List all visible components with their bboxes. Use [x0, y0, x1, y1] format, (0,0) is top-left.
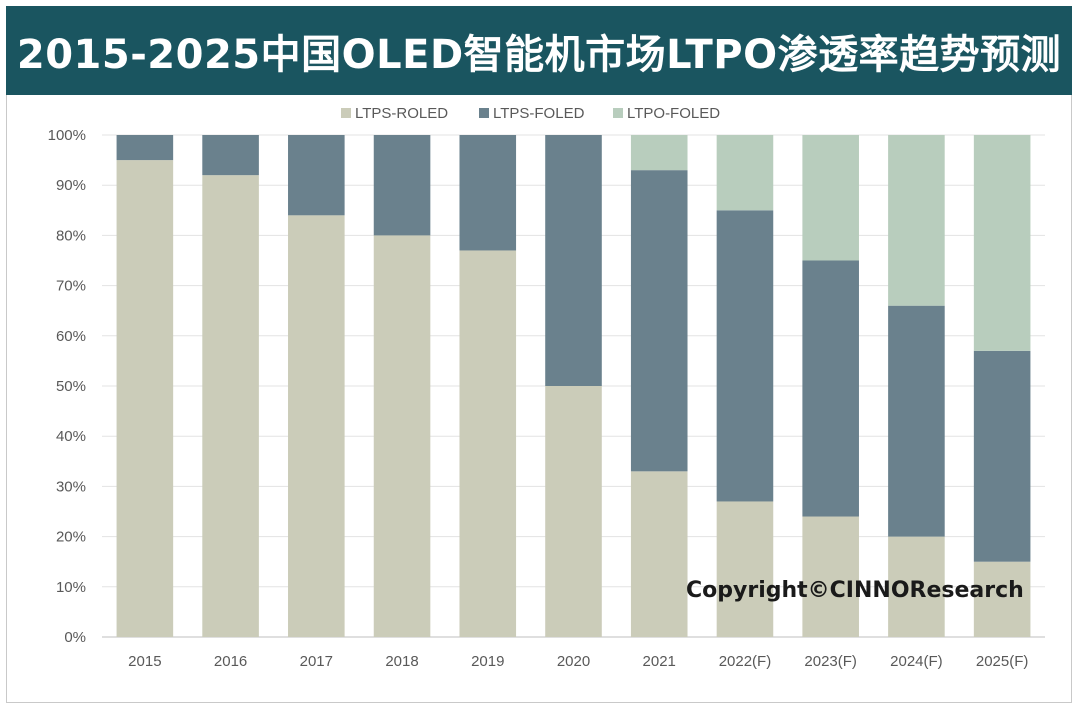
y-tick-label: 70% [56, 278, 86, 295]
legend-swatch [341, 108, 351, 118]
bar-segment [802, 260, 859, 517]
x-tick-label: 2018 [385, 653, 418, 670]
bar-segment [630, 471, 688, 637]
legend-label: LTPS-ROLED [355, 105, 448, 122]
bar-segment [459, 250, 517, 637]
bar-segment [973, 561, 1031, 637]
x-axis: 2015 2016 2017 2018 2019 2020 2021 2022(F) 2023(… [128, 653, 1028, 670]
chart-title: 2015-2025中国OLED智能机市场LTPO渗透率趋势预测 [16, 31, 1062, 78]
x-tick-label: 2021 [643, 653, 676, 670]
bar-segment [373, 135, 431, 236]
y-tick-label: 0% [64, 629, 86, 646]
legend-swatch [613, 108, 623, 118]
bar-segment [888, 135, 945, 306]
y-tick-label: 40% [56, 428, 86, 445]
x-tick-label: 2022(F) [719, 653, 772, 670]
x-tick-label: 2017 [300, 653, 333, 670]
bar-segment [545, 386, 602, 637]
bar-segment [802, 516, 859, 637]
legend: LTPS-ROLED LTPS-FOLED LTPO-FOLED [341, 105, 720, 122]
x-tick-label: 2016 [214, 653, 247, 670]
bar-segment [373, 235, 431, 637]
bar-segment [288, 215, 345, 637]
bar-segment [802, 135, 859, 261]
bar-segment [716, 501, 774, 637]
y-tick-label: 50% [56, 378, 86, 395]
bar-segment [888, 536, 945, 637]
bars [116, 135, 1031, 637]
bar-segment [116, 135, 174, 161]
bar-segment [202, 135, 259, 176]
y-axis: 0% 10% 20% 30% 40% 50% 60% 70% 80% 90% 100% [48, 127, 86, 646]
legend-label: LTPS-FOLED [493, 105, 585, 122]
bar-segment [716, 210, 774, 502]
legend-label: LTPO-FOLED [627, 105, 720, 122]
y-tick-label: 60% [56, 328, 86, 345]
bar-segment [288, 135, 345, 216]
bar-segment [545, 135, 602, 386]
title-bar: 2015-2025中国OLED智能机市场LTPO渗透率趋势预测 [6, 6, 1072, 95]
copyright-annotation: Copyright©CINNOResearch [686, 578, 1024, 603]
bar-segment [459, 135, 517, 251]
x-tick-label: 2024(F) [890, 653, 943, 670]
bar-segment [973, 350, 1031, 562]
x-tick-label: 2015 [128, 653, 161, 670]
bar-segment [630, 135, 688, 171]
x-tick-label: 2020 [557, 653, 590, 670]
bar-segment [116, 160, 174, 637]
y-tick-label: 30% [56, 478, 86, 495]
bar-segment [973, 135, 1031, 351]
y-tick-label: 90% [56, 177, 86, 194]
bar-segment [630, 170, 688, 472]
x-tick-label: 2019 [471, 653, 504, 670]
x-tick-label: 2025(F) [976, 653, 1029, 670]
bar-segment [716, 135, 774, 211]
y-tick-label: 80% [56, 227, 86, 244]
legend-swatch [479, 108, 489, 118]
bar-segment [202, 175, 259, 637]
x-tick-label: 2023(F) [804, 653, 857, 670]
y-tick-label: 100% [48, 127, 86, 144]
bar-segment [888, 305, 945, 537]
y-tick-label: 10% [56, 579, 86, 596]
y-tick-label: 20% [56, 529, 86, 546]
